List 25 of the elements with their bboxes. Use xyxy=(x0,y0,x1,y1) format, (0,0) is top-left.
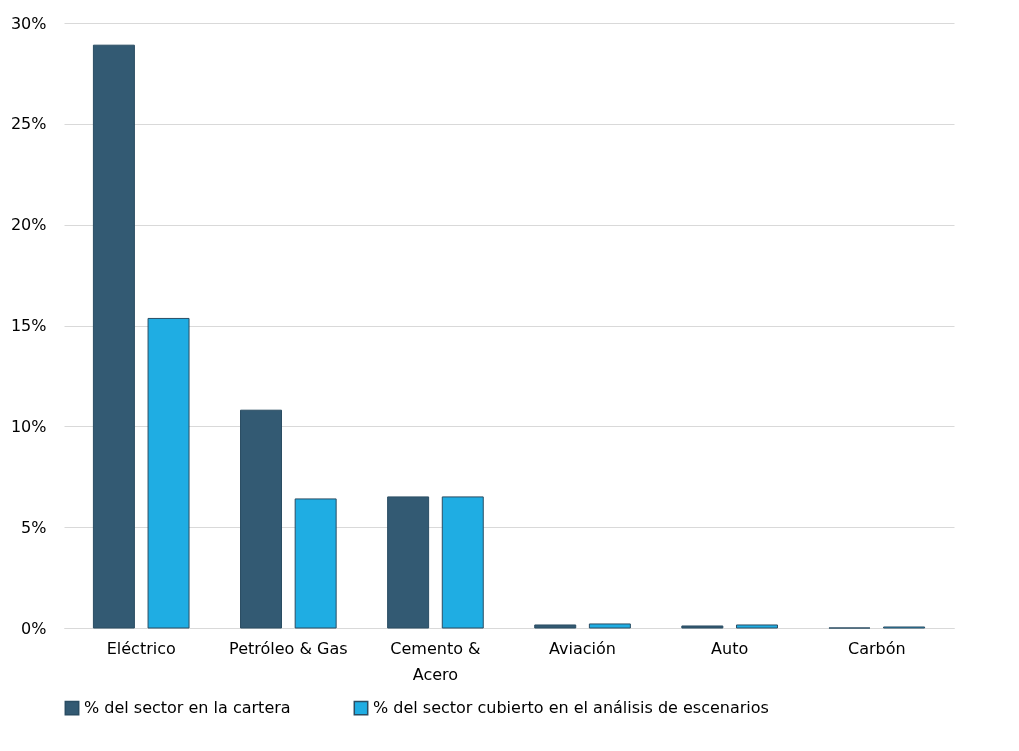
y-tick-label: 20% xyxy=(10,215,47,235)
bar xyxy=(294,498,337,629)
legend-label: % del sector en la cartera xyxy=(84,698,291,718)
y-tick-label: 15% xyxy=(10,316,47,335)
bar xyxy=(534,624,577,629)
x-tick-label: Aviación xyxy=(549,638,617,658)
x-tick-label: Petróleo & Gas xyxy=(229,638,348,658)
y-tick-label: 0% xyxy=(21,618,47,638)
bar xyxy=(147,317,190,629)
bar xyxy=(387,496,430,629)
x-tick-label: Cemento & Acero xyxy=(390,638,481,684)
bar xyxy=(735,624,778,629)
bar xyxy=(588,623,631,629)
x-tick-label: Eléctrico xyxy=(106,638,176,658)
bar xyxy=(681,625,724,629)
x-tick-label: Carbón xyxy=(847,638,906,658)
y-tick-label: 10% xyxy=(10,416,47,436)
legend-label: % del sector cubierto en el análisis de escenarios xyxy=(373,698,769,718)
x-tick-label: Auto xyxy=(711,638,749,658)
y-tick-label: 5% xyxy=(21,517,47,537)
y-tick-label: 25% xyxy=(10,114,47,134)
y-tick-label: 30% xyxy=(10,13,47,33)
bar xyxy=(240,409,283,629)
bar xyxy=(92,44,135,629)
bar xyxy=(441,496,484,629)
